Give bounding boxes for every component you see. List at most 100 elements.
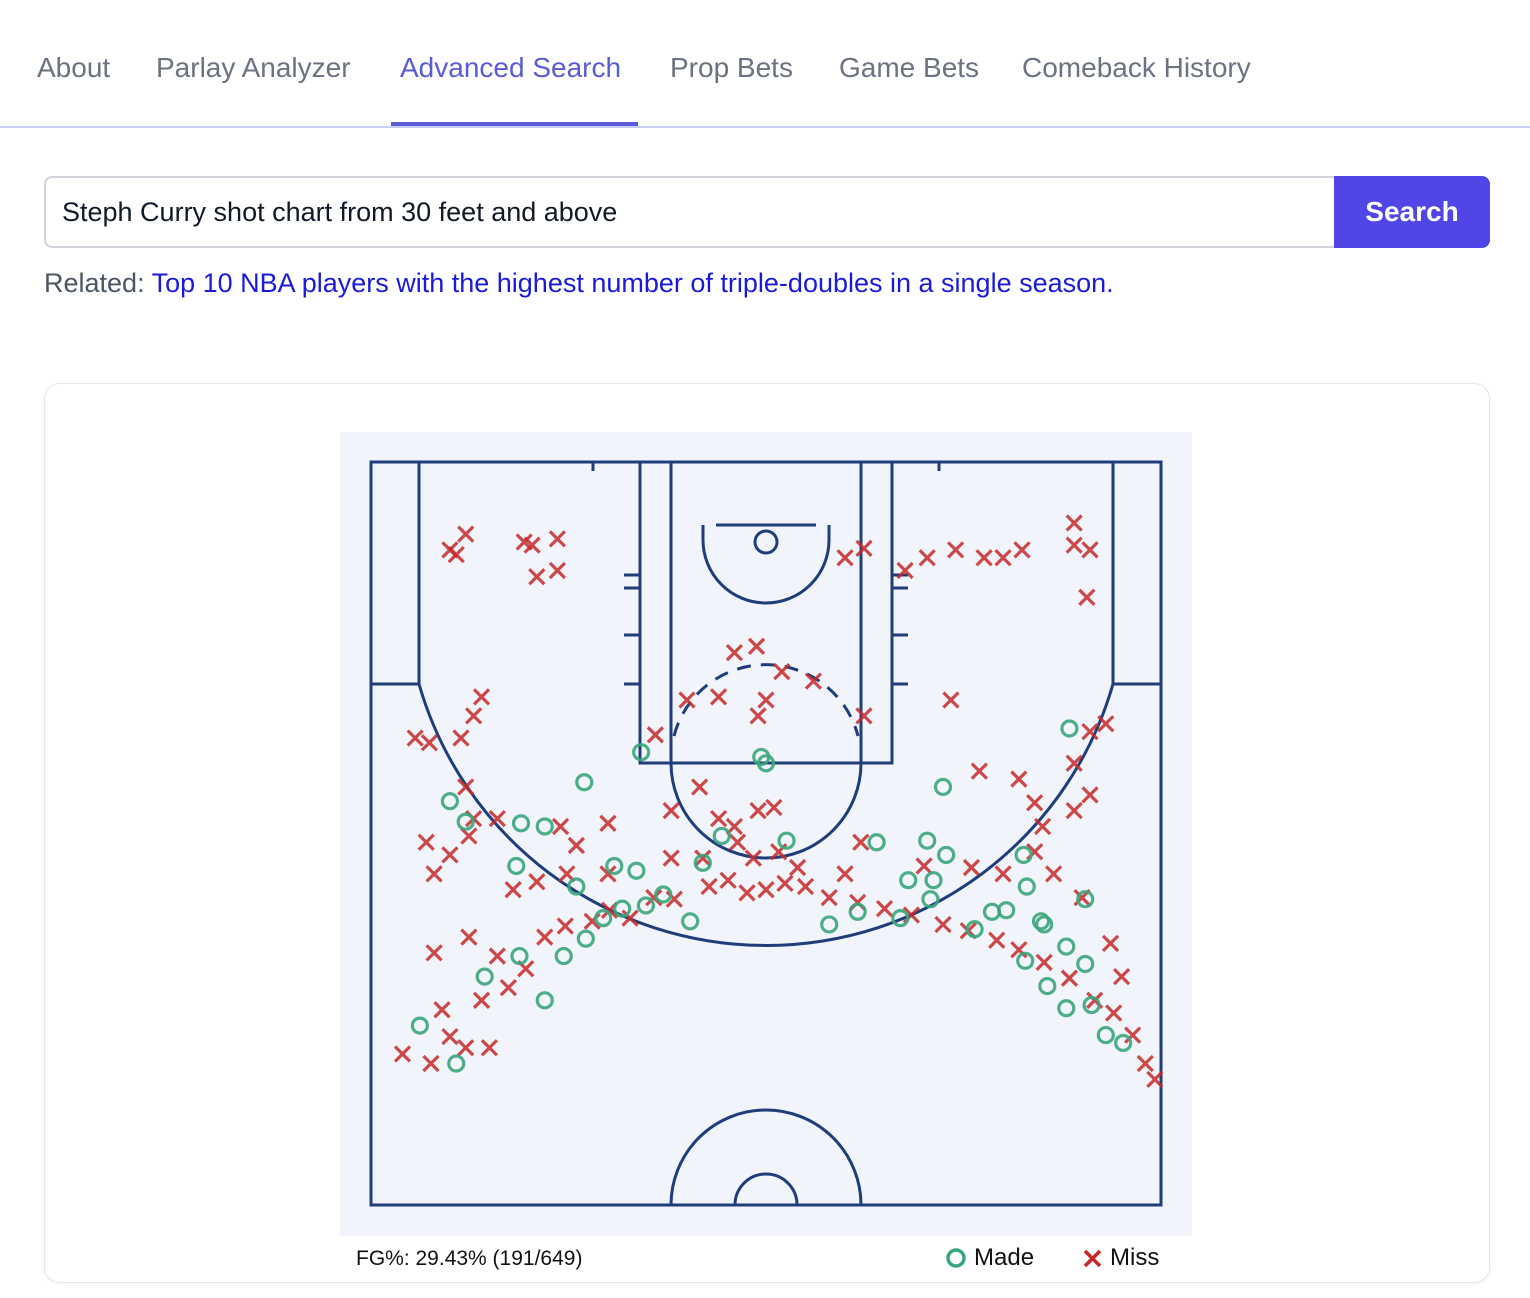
- related-link[interactable]: Top 10 NBA players with the highest numb…: [151, 268, 1114, 298]
- made-mark: [867, 833, 886, 852]
- miss-mark: [515, 533, 533, 551]
- legend-miss[interactable]: Miss: [1080, 1244, 1159, 1272]
- miss-mark: [1065, 536, 1083, 554]
- made-mark: [1076, 954, 1095, 974]
- made-mark: [693, 853, 712, 872]
- tab-advanced-search[interactable]: Advanced Search: [400, 52, 622, 83]
- made-mark: [507, 856, 526, 876]
- miss-mark: [744, 849, 762, 867]
- miss-mark: [621, 909, 639, 927]
- miss-mark: [747, 637, 766, 655]
- miss-mark: [709, 809, 728, 828]
- miss-mark: [441, 1028, 459, 1046]
- made-mark: [712, 826, 731, 846]
- made-mark: [554, 946, 573, 966]
- miss-mark: [488, 947, 506, 965]
- miss-mark: [915, 857, 933, 875]
- miss-mark: [1081, 723, 1099, 741]
- made-mark: [605, 856, 624, 876]
- miss-mark: [548, 530, 567, 548]
- miss-mark: [457, 1039, 475, 1057]
- related-label: Related:: [44, 268, 145, 298]
- miss-mark: [551, 817, 570, 836]
- miss-mark: [1065, 802, 1083, 820]
- miss-mark: [988, 931, 1006, 949]
- made-mark: [456, 812, 475, 831]
- miss-mark: [947, 541, 965, 559]
- miss-mark: [804, 672, 823, 690]
- miss-mark: [393, 1045, 412, 1063]
- miss-mark: [460, 827, 478, 845]
- made-mark: [965, 920, 984, 939]
- miss-mark: [1124, 1026, 1142, 1044]
- made-mark: [918, 831, 937, 850]
- miss-mark: [599, 814, 617, 832]
- made-mark: [921, 890, 940, 909]
- made-mark: [891, 909, 910, 928]
- miss-mark: [773, 662, 791, 681]
- made-mark: [627, 861, 646, 880]
- made-mark: [899, 871, 918, 890]
- made-mark: [447, 1054, 466, 1073]
- miss-mark: [499, 979, 518, 997]
- made-mark: [594, 909, 613, 928]
- miss-mark: [1081, 786, 1099, 804]
- legend-miss-label: Miss: [1110, 1244, 1160, 1271]
- miss-mark: [1146, 1070, 1164, 1088]
- miss-mark: [994, 865, 1012, 883]
- made-mark: [636, 896, 655, 915]
- made-mark: [535, 991, 554, 1010]
- tab-prop-bets[interactable]: Prop Bets: [670, 52, 793, 83]
- miss-mark: [728, 833, 747, 851]
- miss-mark: [700, 877, 718, 896]
- miss-mark: [1112, 967, 1131, 986]
- miss-mark: [788, 858, 807, 877]
- made-mark: [1114, 1033, 1133, 1053]
- fg-percentage-annotation: FG%: 29.43% (191/649): [356, 1247, 583, 1270]
- made-mark: [575, 773, 594, 792]
- made-mark: [613, 899, 632, 918]
- miss-mark: [417, 833, 435, 851]
- search-input[interactable]: [44, 176, 1336, 248]
- miss-mark: [1097, 715, 1115, 733]
- search-button[interactable]: Search: [1334, 176, 1490, 248]
- tab-comeback-history[interactable]: Comeback History: [1022, 52, 1251, 83]
- legend-made-label: Made: [974, 1244, 1035, 1271]
- miss-mark: [1065, 514, 1083, 532]
- made-mark: [937, 845, 956, 865]
- made-mark: [924, 871, 943, 890]
- search-bar: Search: [44, 176, 1490, 248]
- miss-mark: [556, 917, 574, 935]
- tab-parlay-analyzer[interactable]: Parlay Analyzer: [156, 52, 351, 83]
- miss-mark: [548, 561, 567, 580]
- miss-mark: [1060, 969, 1079, 987]
- miss-mark: [662, 849, 680, 867]
- miss-mark: [970, 762, 988, 780]
- miss-mark: [757, 881, 775, 899]
- miss-mark: [528, 873, 546, 891]
- miss-mark: [1044, 865, 1063, 883]
- tab-about[interactable]: About: [37, 52, 111, 83]
- miss-mark: [460, 928, 478, 946]
- miss-mark: [765, 798, 783, 817]
- tab-game-bets[interactable]: Game Bets: [839, 52, 980, 83]
- miss-mark: [975, 549, 993, 567]
- made-mark: [997, 901, 1016, 920]
- made-mark: [1031, 912, 1051, 931]
- made-mark: [933, 777, 953, 797]
- miss-mark: [875, 900, 894, 918]
- miss-mark: [694, 849, 712, 867]
- miss-mark: [1136, 1054, 1154, 1073]
- miss-mark: [662, 802, 680, 820]
- made-mark: [848, 902, 867, 921]
- miss-mark: [599, 865, 617, 883]
- legend-made[interactable]: Made: [944, 1244, 1034, 1272]
- miss-mark: [420, 734, 439, 752]
- made-mark: [475, 967, 494, 986]
- miss-mark: [504, 881, 522, 899]
- miss-mark: [962, 858, 981, 877]
- made-mark: [440, 792, 460, 811]
- miss-mark: [425, 865, 443, 883]
- miss-mark: [1078, 588, 1096, 606]
- restricted-area: [701, 525, 831, 605]
